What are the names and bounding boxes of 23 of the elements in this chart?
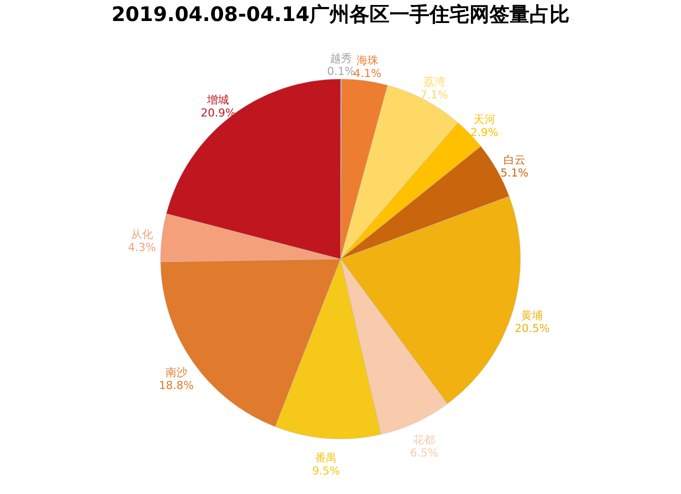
data-label: 7.1% (420, 88, 448, 102)
data-label: 18.8% (158, 379, 194, 392)
slice-label: 天河 (473, 113, 496, 126)
slice-label: 南沙 (165, 366, 188, 380)
data-label: 6.5% (410, 446, 438, 460)
slice-label: 番禺 (315, 451, 338, 464)
data-label: 20.9% (200, 106, 236, 120)
slice-label: 越秀 (330, 52, 352, 65)
data-label: 2.9% (470, 126, 498, 140)
slice-label: 荔湾 (423, 75, 446, 88)
slice-label: 增城 (206, 94, 230, 107)
slice-label: 从化 (130, 228, 153, 242)
slice-label: 白云 (503, 153, 526, 166)
data-label: 0.1% (327, 65, 356, 78)
slice-label: 黄埔 (521, 309, 544, 322)
chart-title: 2019.04.08-04.14广州各区一手住宅网签量占比 (111, 2, 570, 26)
slice-label: 花都 (413, 434, 436, 447)
data-label: 4.1% (354, 66, 382, 80)
data-label: 20.5% (514, 322, 550, 336)
data-label: 4.3% (128, 241, 156, 254)
slice-label: 海珠 (356, 54, 378, 67)
data-label: 5.1% (500, 166, 528, 180)
data-label: 9.5% (312, 464, 340, 478)
